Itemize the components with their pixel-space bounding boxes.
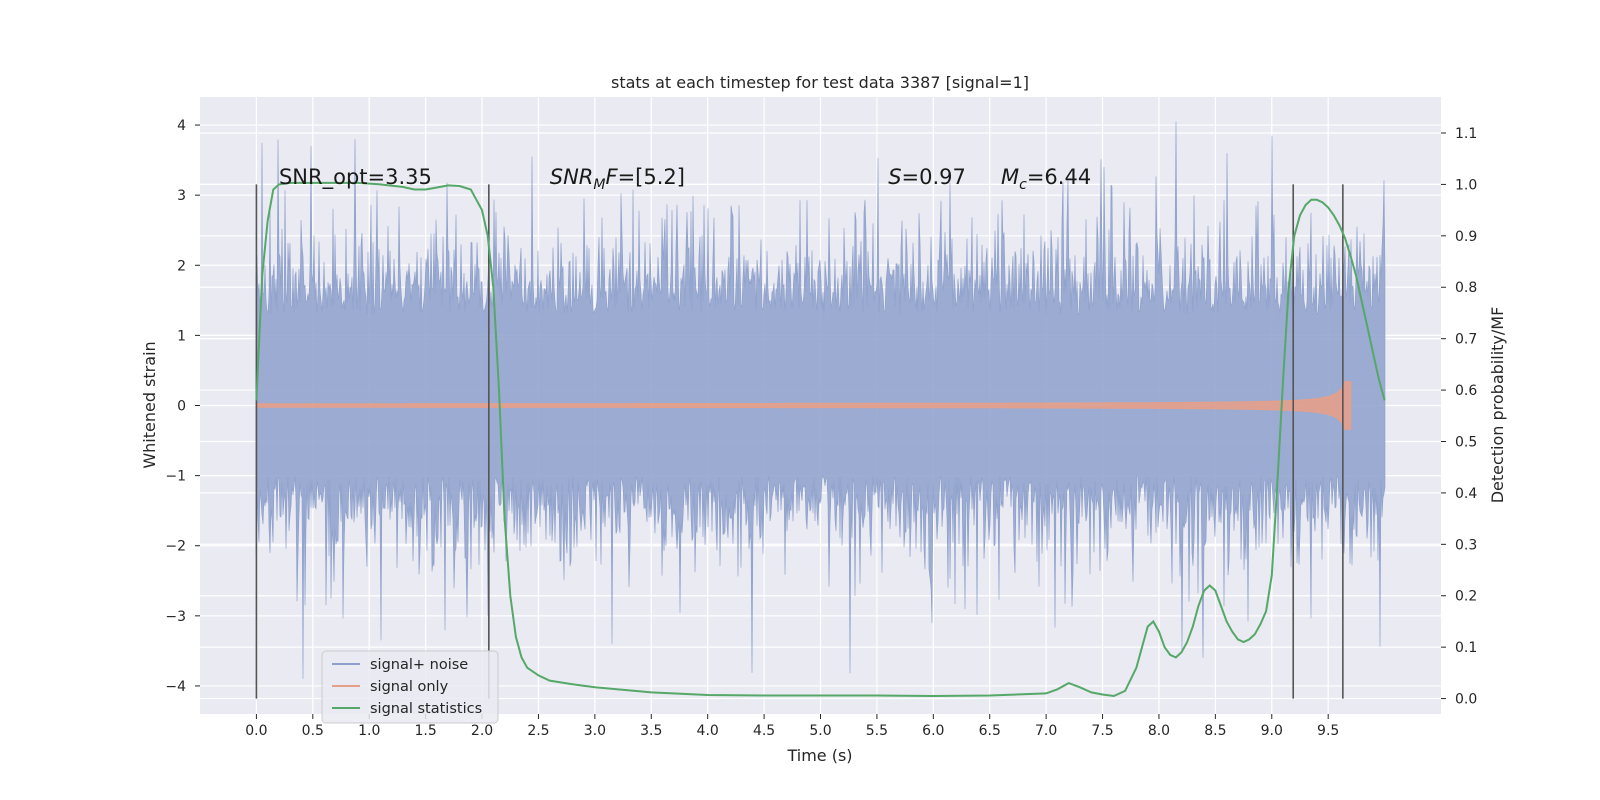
annotation-tail-rest: =[5.2] <box>618 165 685 189</box>
y2-tick-label: 0.8 <box>1455 280 1477 296</box>
legend-label: signal statistics <box>370 701 482 717</box>
y-tick-label: 2 <box>177 258 186 274</box>
x-tick-label: 0.5 <box>302 723 324 739</box>
y-tick-label: −1 <box>165 469 186 485</box>
signal-plus-noise-series <box>255 121 1386 679</box>
x-tick-label: 3.0 <box>584 723 606 739</box>
y-tick-label: 3 <box>177 188 186 204</box>
y2-tick-label: 1.1 <box>1455 126 1477 142</box>
y2-tick-label: 0.9 <box>1455 229 1477 245</box>
x-tick-label: 9.5 <box>1317 723 1339 739</box>
x-tick-label: 5.5 <box>866 723 888 739</box>
y2-tick-label: 1.0 <box>1455 177 1477 193</box>
annotation-text: SNR_opt=3.35 <box>279 165 432 190</box>
legend-label: signal only <box>370 679 449 695</box>
y2-tick-label: 0.0 <box>1455 692 1477 708</box>
x-axis-label: Time (s) <box>786 746 852 765</box>
x-tick-label: 4.5 <box>753 723 775 739</box>
noise-layer <box>255 121 1386 679</box>
y2-tick-label: 0.5 <box>1455 434 1477 450</box>
signal-only-series <box>255 381 1352 430</box>
legend-label: signal+ noise <box>370 657 468 673</box>
vline-layer <box>255 184 1344 699</box>
annotation-subscript: c <box>1019 177 1027 193</box>
annotation-main: SNR <box>550 165 594 189</box>
annotation-tail: =0.97 <box>902 165 966 189</box>
annotation-tail: =6.44 <box>1027 165 1091 189</box>
x-tick-label: 6.0 <box>922 723 944 739</box>
annotation-tail: F=[5.2] <box>605 165 684 189</box>
annotation-text: Mc=6.44 <box>1001 165 1091 193</box>
annotation-tail-italic: F <box>605 165 618 189</box>
x-tick-label: 6.5 <box>979 723 1001 739</box>
x-tick-label: 4.0 <box>697 723 719 739</box>
tick-layer: 0.0 0.5 1.0 1.5 2.0 2.5 3.0 3.5 4.0 4.5 5.0 5.5 6.0 6… <box>165 118 1477 739</box>
signal-statistics-series <box>255 181 1386 698</box>
x-tick-label: 5.0 <box>809 723 831 739</box>
x-tick-label: 2.0 <box>471 723 493 739</box>
x-tick-label: 7.5 <box>1091 723 1113 739</box>
x-tick-label: 3.5 <box>640 723 662 739</box>
x-tick-label: 1.0 <box>358 723 380 739</box>
x-tick-label: 9.0 <box>1261 723 1283 739</box>
annotation-subscript: M <box>593 177 605 193</box>
stat-layer <box>255 181 1386 698</box>
y-tick-label: −3 <box>165 609 186 625</box>
x-tick-label: 8.0 <box>1148 723 1170 739</box>
annotation-main: S <box>888 165 901 189</box>
y-tick-label: 4 <box>177 118 186 134</box>
chart-title: stats at each timestep for test data 338… <box>611 73 1029 92</box>
x-tick-label: 0.0 <box>245 723 267 739</box>
x-tick-label: 7.0 <box>1035 723 1057 739</box>
y2-tick-label: 0.6 <box>1455 383 1477 399</box>
legend: signal+ noise signal only signal statistic… <box>321 650 499 724</box>
y-tick-label: −4 <box>165 679 186 695</box>
y2-tick-label: 0.2 <box>1455 589 1477 605</box>
legend-box <box>321 650 499 724</box>
annotation-main: M <box>1001 165 1019 189</box>
y-tick-label: 1 <box>177 328 186 344</box>
y2-tick-label: 0.7 <box>1455 332 1477 348</box>
y2-tick-label: 0.1 <box>1455 640 1477 656</box>
y2-tick-label: 0.3 <box>1455 537 1477 553</box>
annotation-text: S=0.97 <box>888 165 966 189</box>
annotation-text: SNRMF=[5.2] <box>550 165 685 193</box>
y-axis-label: Whitened strain <box>140 341 159 468</box>
y-tick-label: 0 <box>177 399 186 415</box>
annot-layer: SNR_opt=3.35 SNRMF=[5.2] S=0.97 Mc=6.44 <box>279 165 1091 193</box>
y2-axis-label: Detection probability/MF <box>1488 307 1507 504</box>
x-tick-label: 1.5 <box>415 723 437 739</box>
x-tick-label: 8.5 <box>1204 723 1226 739</box>
x-tick-label: 2.5 <box>527 723 549 739</box>
y-tick-label: −2 <box>165 539 186 555</box>
y2-tick-label: 0.4 <box>1455 486 1477 502</box>
signal-layer <box>255 381 1352 430</box>
